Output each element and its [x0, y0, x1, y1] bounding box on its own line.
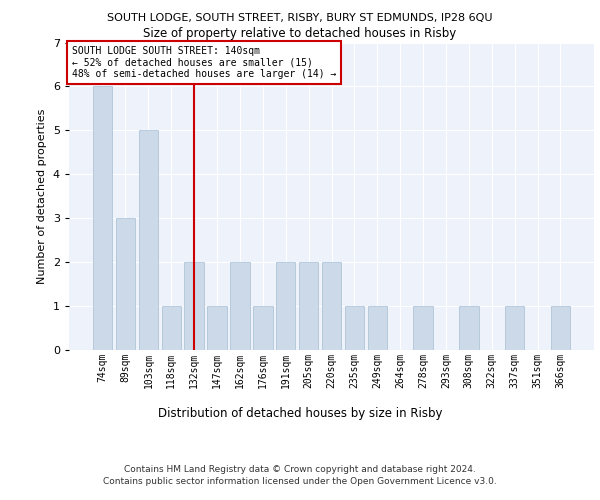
Bar [93, 86, 112, 350]
Text: Contains HM Land Registry data © Crown copyright and database right 2024.: Contains HM Land Registry data © Crown c… [124, 465, 476, 474]
Bar [139, 130, 158, 350]
Bar [184, 262, 204, 350]
Bar [551, 306, 570, 350]
Bar [368, 306, 387, 350]
Text: Distribution of detached houses by size in Risby: Distribution of detached houses by size … [158, 408, 442, 420]
Text: SOUTH LODGE SOUTH STREET: 140sqm
← 52% of detached houses are smaller (15)
48% o: SOUTH LODGE SOUTH STREET: 140sqm ← 52% o… [71, 46, 336, 79]
Text: Contains public sector information licensed under the Open Government Licence v3: Contains public sector information licen… [103, 478, 497, 486]
Bar [413, 306, 433, 350]
Text: Size of property relative to detached houses in Risby: Size of property relative to detached ho… [143, 28, 457, 40]
Bar [276, 262, 295, 350]
Bar [505, 306, 524, 350]
Bar [253, 306, 272, 350]
Text: SOUTH LODGE, SOUTH STREET, RISBY, BURY ST EDMUNDS, IP28 6QU: SOUTH LODGE, SOUTH STREET, RISBY, BURY S… [107, 12, 493, 22]
Bar [161, 306, 181, 350]
Bar [230, 262, 250, 350]
Bar [322, 262, 341, 350]
Y-axis label: Number of detached properties: Number of detached properties [37, 108, 47, 284]
Bar [299, 262, 319, 350]
Bar [208, 306, 227, 350]
Bar [344, 306, 364, 350]
Bar [459, 306, 479, 350]
Bar [116, 218, 135, 350]
